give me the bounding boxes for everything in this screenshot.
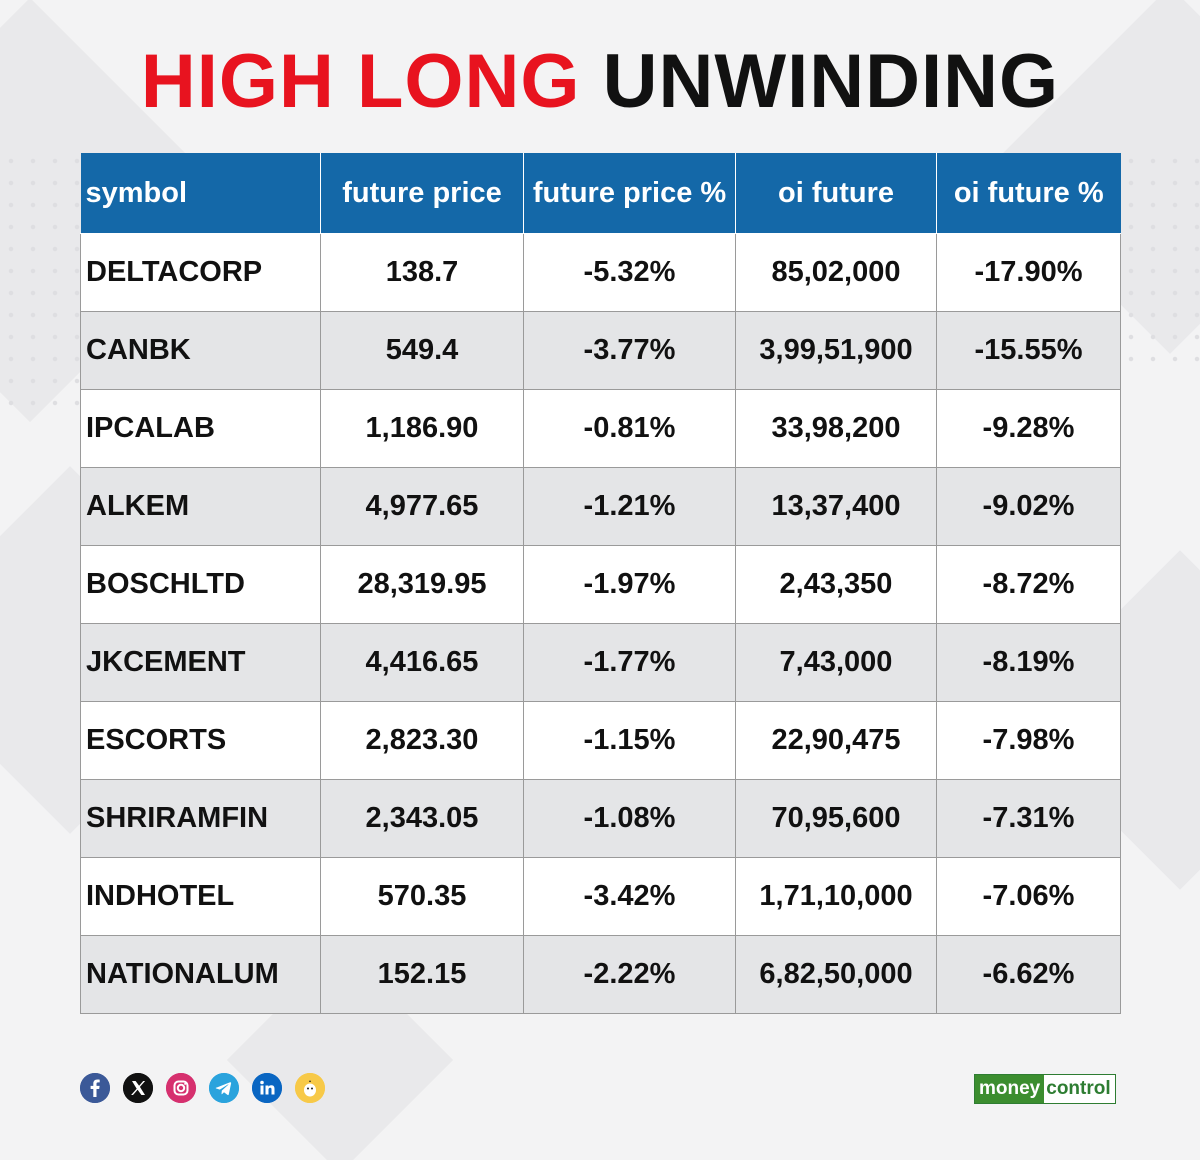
table-cell: 2,43,350 — [735, 545, 937, 624]
table-cell: 70,95,600 — [735, 779, 937, 858]
social-links — [80, 1073, 325, 1103]
page-title: HIGH LONG UNWINDING — [0, 38, 1200, 125]
koo-icon[interactable] — [295, 1073, 325, 1103]
table-row: INDHOTEL 570.35 -3.42% 1,71,10,000 -7.06% — [80, 857, 1121, 936]
column-header: oi future — [735, 153, 937, 234]
table-cell: -1.77% — [523, 623, 736, 702]
table-cell: -0.81% — [523, 389, 736, 468]
linkedin-icon[interactable] — [252, 1073, 282, 1103]
table-cell: -1.08% — [523, 779, 736, 858]
data-table-container: symbol future price future price % oi futur… — [80, 153, 1121, 1014]
table-row: NATIONALUM 152.15 -2.22% 6,82,50,000 -6.62% — [80, 935, 1121, 1014]
column-header: oi future % — [936, 153, 1121, 234]
table-cell: 85,02,000 — [735, 233, 937, 312]
table-cell: -7.06% — [936, 857, 1121, 936]
table-cell: 4,416.65 — [320, 623, 524, 702]
table-row: ESCORTS 2,823.30 -1.15% 22,90,475 -7.98% — [80, 701, 1121, 780]
table-cell: 1,71,10,000 — [735, 857, 937, 936]
table-cell: NATIONALUM — [80, 935, 321, 1014]
table-cell: ESCORTS — [80, 701, 321, 780]
table-cell: 570.35 — [320, 857, 524, 936]
table-cell: -8.72% — [936, 545, 1121, 624]
table-cell: 28,319.95 — [320, 545, 524, 624]
table-cell: -9.28% — [936, 389, 1121, 468]
table-cell: 2,823.30 — [320, 701, 524, 780]
table-cell: 138.7 — [320, 233, 524, 312]
table-cell: -8.19% — [936, 623, 1121, 702]
logo-part-money: money — [975, 1075, 1045, 1103]
x-icon[interactable] — [123, 1073, 153, 1103]
table-cell: IPCALAB — [80, 389, 321, 468]
table-body: DELTACORP 138.7 -5.32% 85,02,000 -17.90% CANB… — [80, 233, 1121, 1014]
table-row: CANBK 549.4 -3.77% 3,99,51,900 -15.55% — [80, 311, 1121, 390]
table-cell: INDHOTEL — [80, 857, 321, 936]
column-header: future price % — [523, 153, 736, 234]
table-cell: -3.42% — [523, 857, 736, 936]
table-cell: 22,90,475 — [735, 701, 937, 780]
table-cell: SHRIRAMFIN — [80, 779, 321, 858]
moneycontrol-logo: money control — [974, 1074, 1116, 1104]
title-main: UNWINDING — [602, 39, 1060, 124]
column-header: symbol — [80, 153, 321, 234]
table-cell: 7,43,000 — [735, 623, 937, 702]
table-row: JKCEMENT 4,416.65 -1.77% 7,43,000 -8.19% — [80, 623, 1121, 702]
long-unwinding-table: symbol future price future price % oi futur… — [80, 153, 1121, 1014]
table-cell: BOSCHLTD — [80, 545, 321, 624]
table-row: DELTACORP 138.7 -5.32% 85,02,000 -17.90% — [80, 233, 1121, 312]
table-cell: -17.90% — [936, 233, 1121, 312]
table-header-row: symbol future price future price % oi futur… — [80, 153, 1121, 234]
table-cell: 1,186.90 — [320, 389, 524, 468]
table-cell: ALKEM — [80, 467, 321, 546]
title-highlight: HIGH LONG — [140, 39, 581, 124]
table-row: ALKEM 4,977.65 -1.21% 13,37,400 -9.02% — [80, 467, 1121, 546]
table-cell: 549.4 — [320, 311, 524, 390]
table-row: SHRIRAMFIN 2,343.05 -1.08% 70,95,600 -7.31% — [80, 779, 1121, 858]
table-cell: JKCEMENT — [80, 623, 321, 702]
table-cell: -1.21% — [523, 467, 736, 546]
column-header: future price — [320, 153, 524, 234]
table-cell: -7.98% — [936, 701, 1121, 780]
logo-part-control: control — [1044, 1075, 1115, 1103]
table-cell: 33,98,200 — [735, 389, 937, 468]
table-cell: 4,977.65 — [320, 467, 524, 546]
facebook-icon[interactable] — [80, 1073, 110, 1103]
instagram-icon[interactable] — [166, 1073, 196, 1103]
table-cell: -7.31% — [936, 779, 1121, 858]
table-cell: -1.15% — [523, 701, 736, 780]
table-cell: -3.77% — [523, 311, 736, 390]
table-cell: 13,37,400 — [735, 467, 937, 546]
table-cell: -9.02% — [936, 467, 1121, 546]
table-cell: CANBK — [80, 311, 321, 390]
table-cell: -5.32% — [523, 233, 736, 312]
telegram-icon[interactable] — [209, 1073, 239, 1103]
table-cell: 152.15 — [320, 935, 524, 1014]
table-cell: -1.97% — [523, 545, 736, 624]
table-cell: -6.62% — [936, 935, 1121, 1014]
table-row: BOSCHLTD 28,319.95 -1.97% 2,43,350 -8.72% — [80, 545, 1121, 624]
table-cell: 3,99,51,900 — [735, 311, 937, 390]
table-cell: 6,82,50,000 — [735, 935, 937, 1014]
table-cell: -2.22% — [523, 935, 736, 1014]
table-cell: 2,343.05 — [320, 779, 524, 858]
table-row: IPCALAB 1,186.90 -0.81% 33,98,200 -9.28% — [80, 389, 1121, 468]
table-cell: DELTACORP — [80, 233, 321, 312]
table-cell: -15.55% — [936, 311, 1121, 390]
